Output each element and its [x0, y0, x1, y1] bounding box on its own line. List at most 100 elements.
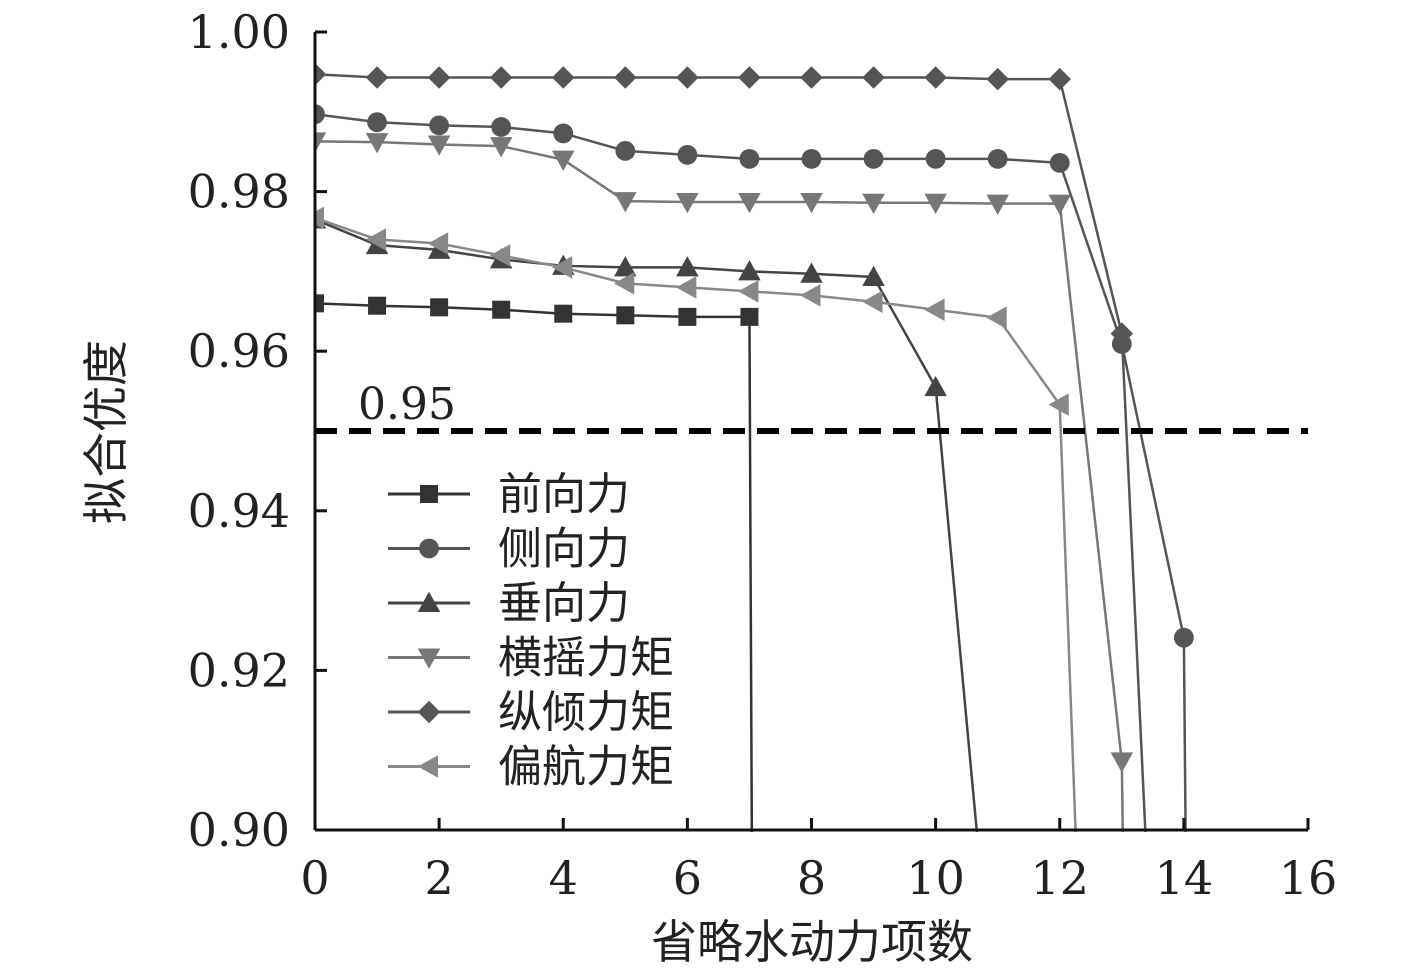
data-point: [862, 265, 885, 286]
y-tick-label: 0.96: [188, 324, 290, 378]
data-point: [925, 148, 946, 169]
data-point: [738, 280, 759, 303]
legend-entry-4: 纵倾力矩: [388, 687, 674, 738]
data-point: [553, 123, 574, 144]
data-point: [552, 66, 575, 89]
legend-label: 前向力: [498, 469, 630, 520]
data-point: [676, 276, 697, 299]
legend-entry-5: 偏航力矩: [388, 742, 674, 793]
data-point: [427, 232, 449, 255]
data-point: [427, 135, 451, 156]
data-point: [427, 66, 451, 89]
y-tick-label: 0.90: [188, 803, 290, 857]
data-point: [430, 298, 449, 317]
y-tick-label: 0.98: [188, 165, 290, 219]
x-tick-label: 4: [549, 851, 578, 905]
data-point: [986, 67, 1009, 91]
data-point: [614, 66, 637, 89]
data-point: [677, 144, 698, 165]
series-2: [315, 208, 979, 832]
legend-label: 侧向力: [498, 524, 630, 575]
data-point: [365, 133, 389, 154]
data-point: [800, 192, 823, 214]
x-tick-label: 10: [906, 851, 965, 905]
x-tick-label: 8: [797, 851, 826, 905]
legend-swatch-marker: [417, 700, 441, 724]
data-point: [365, 228, 387, 251]
x-tick-label: 16: [1279, 851, 1338, 905]
series-line: [315, 216, 1077, 832]
y-tick-label: 0.92: [188, 643, 290, 697]
data-point: [738, 260, 761, 281]
data-point: [1048, 393, 1069, 416]
legend-swatch-marker: [417, 755, 438, 778]
data-point: [739, 148, 760, 169]
data-point: [368, 296, 387, 315]
data-point: [801, 148, 822, 169]
series-layer: [315, 63, 1194, 832]
data-point: [1048, 67, 1071, 91]
data-point: [924, 375, 947, 397]
data-point: [862, 66, 885, 89]
legend-label: 横摇力矩: [498, 633, 674, 684]
series-3: [315, 132, 1134, 832]
data-point: [614, 256, 637, 277]
legend-label: 垂向力: [498, 578, 630, 629]
legend-entry-1: 侧向力: [388, 524, 630, 575]
legend-entry-0: 前向力: [388, 469, 630, 520]
data-point: [676, 192, 699, 214]
legend-swatch-marker: [419, 538, 439, 559]
series-line: [315, 112, 1187, 832]
data-point: [315, 104, 325, 125]
data-point: [491, 117, 512, 137]
data-point: [862, 193, 885, 215]
series-line: [315, 218, 979, 832]
legend-swatch-marker: [417, 591, 441, 612]
data-point: [1173, 627, 1194, 648]
x-tick-label: 6: [673, 851, 702, 905]
data-point: [740, 307, 759, 326]
axis-ticks: 0 2 4 6 8 10 12 14 16 0.90 0.92 0.94 0.96 0.98 1.00: [188, 5, 1338, 905]
legend-entry-3: 横摇力矩: [388, 633, 674, 684]
reference-line-label: 0.95: [358, 379, 456, 430]
legend-swatch-marker: [420, 485, 438, 503]
data-point: [986, 306, 1007, 329]
data-point: [862, 290, 883, 313]
x-tick-label: 0: [300, 851, 329, 905]
data-point: [489, 66, 513, 89]
data-point: [1048, 194, 1071, 215]
data-point: [986, 194, 1009, 215]
data-point: [315, 63, 327, 86]
data-point: [924, 193, 947, 215]
data-point: [1110, 752, 1134, 773]
data-point: [676, 66, 699, 89]
y-axis-title: 拟合优度: [79, 340, 133, 524]
data-point: [489, 244, 511, 267]
series-5: [315, 206, 1077, 832]
data-point: [1049, 152, 1070, 173]
data-point: [315, 206, 324, 230]
data-point: [365, 66, 389, 89]
legend-swatch-marker: [417, 648, 441, 669]
data-point: [924, 66, 947, 89]
data-point: [1110, 322, 1134, 345]
data-point: [800, 262, 823, 283]
series-0: [315, 294, 759, 832]
series-1: [315, 104, 1194, 832]
data-point: [552, 256, 573, 279]
data-point: [616, 306, 635, 325]
series-4: [315, 63, 1147, 832]
data-point: [367, 112, 387, 133]
data-point: [678, 307, 697, 326]
data-point: [552, 150, 575, 171]
data-point: [738, 66, 761, 89]
legend-label: 偏航力矩: [498, 742, 674, 793]
series-line: [315, 73, 1147, 832]
data-point: [987, 148, 1008, 169]
x-tick-label: 12: [1030, 851, 1089, 905]
legend-entry-2: 垂向力: [388, 578, 630, 629]
data-point: [315, 132, 327, 153]
y-tick-label: 1.00: [188, 5, 290, 59]
